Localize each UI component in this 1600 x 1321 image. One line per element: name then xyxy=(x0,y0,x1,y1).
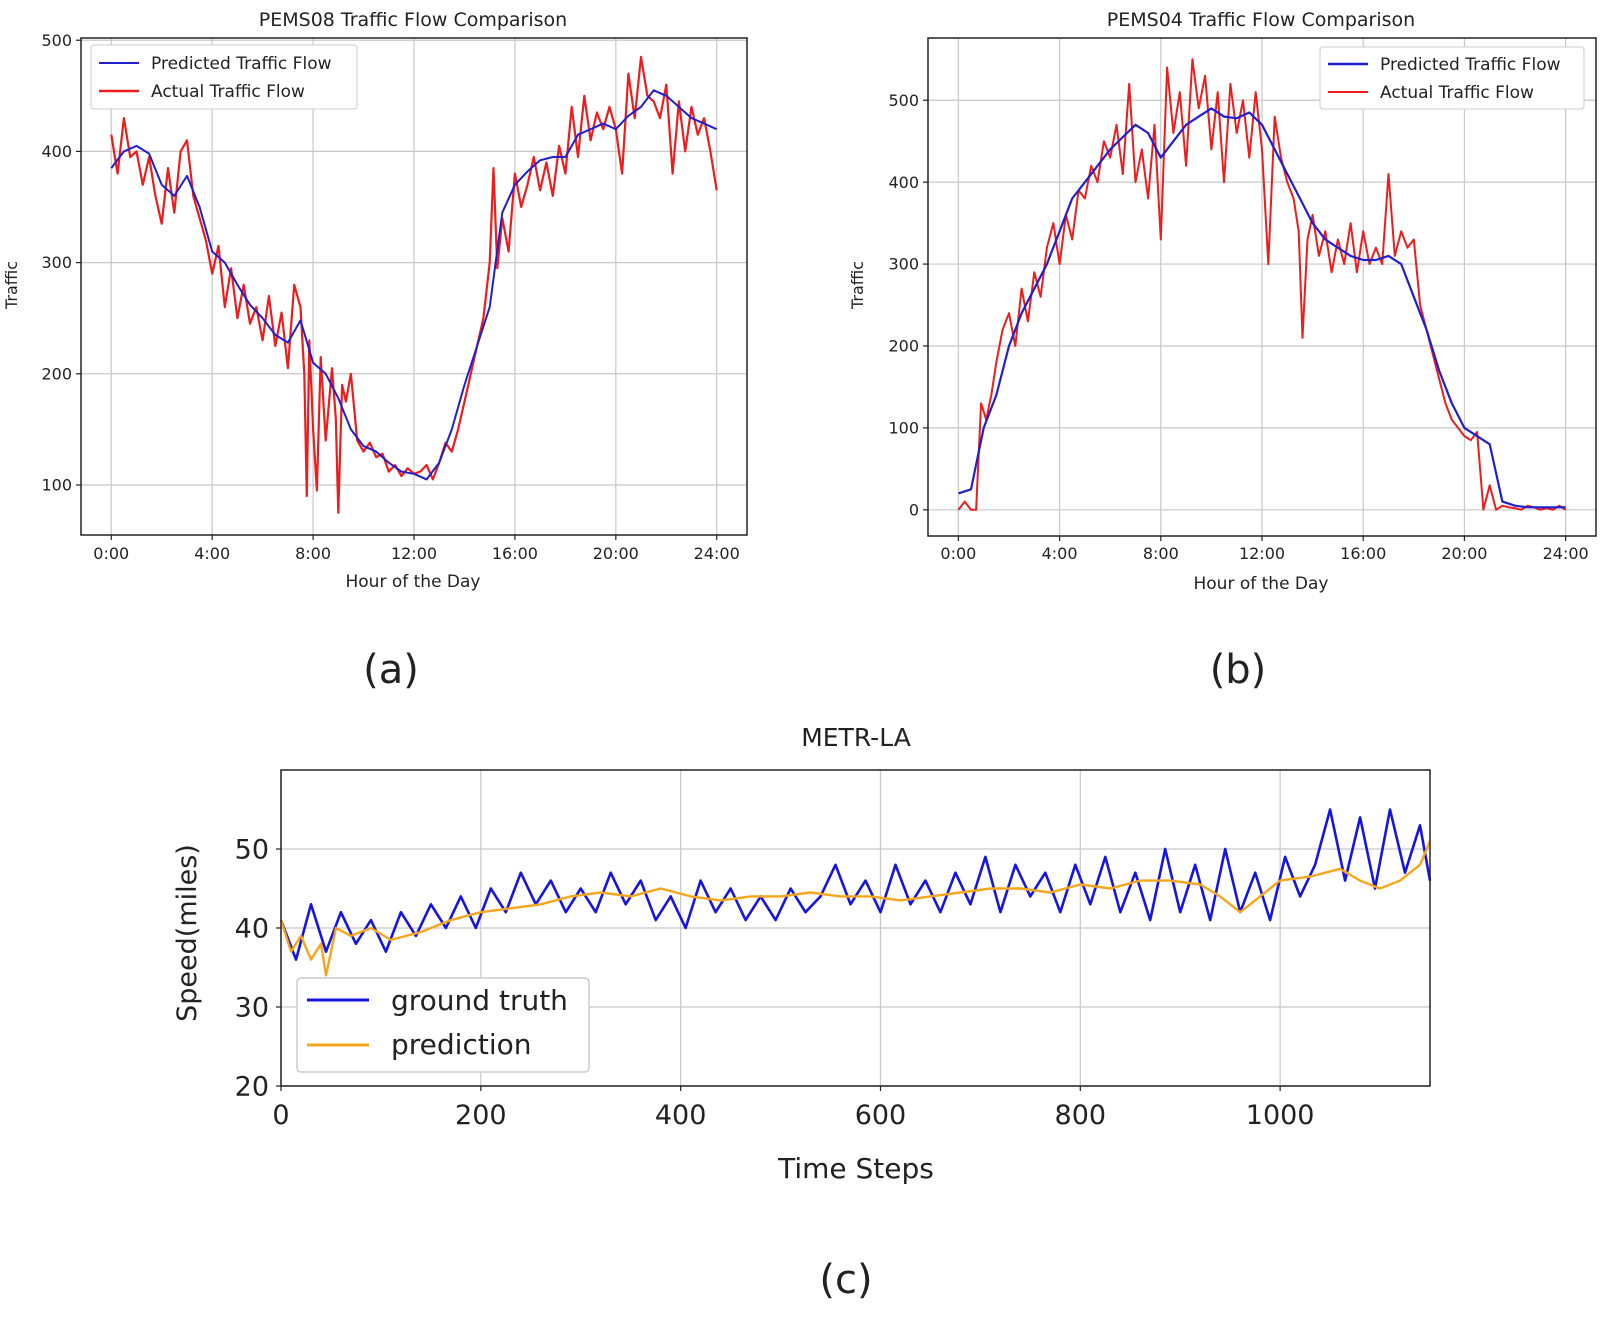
y-tick-label: 500 xyxy=(41,31,72,50)
legend: Predicted Traffic Flow Actual Traffic Fl… xyxy=(1319,46,1585,110)
y-axis-label: Traffic xyxy=(848,261,867,310)
y-tick-label: 30 xyxy=(235,992,269,1023)
x-tick-label: 200 xyxy=(455,1100,507,1131)
y-tick-label: 300 xyxy=(41,253,72,272)
x-tick-label: 1000 xyxy=(1246,1100,1315,1131)
series-lines xyxy=(110,55,718,514)
y-tick-label: 300 xyxy=(888,255,919,274)
legend: Predicted Traffic Flow Actual Traffic Fl… xyxy=(90,44,358,110)
x-tick-label: 400 xyxy=(655,1100,707,1131)
y-tick-label: 40 xyxy=(235,913,269,944)
panel-label-c: (c) xyxy=(819,1257,872,1303)
x-tick-label: 24:00 xyxy=(1543,544,1589,563)
x-tick-label: 0:00 xyxy=(940,544,976,563)
chart-pems08: PEMS08 Traffic Flow Comparison Traffic H… xyxy=(2,9,748,592)
x-tick-label: 4:00 xyxy=(1042,544,1078,563)
chart-title: PEMS04 Traffic Flow Comparison xyxy=(1107,9,1415,31)
legend-label-actual: Actual Traffic Flow xyxy=(1380,83,1534,103)
y-tick-label: 500 xyxy=(888,91,919,110)
legend-box xyxy=(90,44,358,110)
x-tick-label: 12:00 xyxy=(391,544,437,563)
y-axis-label: Speed(miles) xyxy=(172,844,203,1022)
legend-label-predicted: Predicted Traffic Flow xyxy=(1380,55,1561,75)
tick-labels: 0 200 400 600 800 1000 20 30 40 50 xyxy=(235,834,1315,1131)
y-tick-label: 200 xyxy=(41,364,72,383)
gridlines xyxy=(81,38,747,535)
series-line-actual-traffic-flow xyxy=(957,58,1567,511)
y-tick-label: 100 xyxy=(41,476,72,495)
legend-label-ground-truth: ground truth xyxy=(391,984,568,1017)
chart-pems04: PEMS04 Traffic Flow Comparison Traffic H… xyxy=(848,9,1597,594)
legend-box xyxy=(296,977,590,1073)
x-tick-label: 4:00 xyxy=(194,544,230,563)
x-tick-label: 16:00 xyxy=(1340,544,1386,563)
chart-title: PEMS08 Traffic Flow Comparison xyxy=(259,9,567,31)
x-tick-label: 800 xyxy=(1055,1100,1107,1131)
x-axis-label: Hour of the Day xyxy=(345,572,480,592)
legend-box xyxy=(1319,46,1585,110)
series-line-predicted-traffic-flow xyxy=(110,89,718,481)
y-tick-label: 200 xyxy=(888,337,919,356)
x-tick-label: 0 xyxy=(272,1100,289,1131)
x-axis-label: Time Steps xyxy=(777,1152,934,1185)
chart-title: METR-LA xyxy=(801,723,911,752)
y-tick-label: 400 xyxy=(41,142,72,161)
tick-labels: 0:00 4:00 8:00 12:00 16:00 20:00 24:00 100 200 30… xyxy=(41,31,739,563)
gridlines xyxy=(928,38,1596,536)
tick-labels: 0:00 4:00 8:00 12:00 16:00 20:00 24:00 0 100 200 3… xyxy=(888,91,1588,563)
series-line-actual-traffic-flow xyxy=(110,55,718,514)
series-line-ground-truth xyxy=(279,808,1432,961)
legend: ground truth prediction xyxy=(296,977,590,1073)
chart-metr-la: METR-LA Speed(miles) Time Steps 0 200 400 6… xyxy=(172,723,1432,1185)
y-tick-label: 100 xyxy=(888,418,919,437)
legend-label-actual: Actual Traffic Flow xyxy=(151,82,305,102)
series-line-prediction xyxy=(279,840,1432,977)
y-axis-label: Traffic xyxy=(2,261,21,310)
x-tick-label: 20:00 xyxy=(593,544,639,563)
panel-label-a: (a) xyxy=(363,647,419,693)
y-tick-label: 20 xyxy=(235,1071,269,1102)
series-lines xyxy=(957,58,1567,511)
y-tick-label: 0 xyxy=(909,500,919,519)
x-axis-label: Hour of the Day xyxy=(1193,574,1328,594)
legend-label-predicted: Predicted Traffic Flow xyxy=(151,54,332,74)
x-tick-label: 12:00 xyxy=(1239,544,1285,563)
y-tick-label: 50 xyxy=(235,834,269,865)
x-tick-label: 20:00 xyxy=(1441,544,1487,563)
legend-label-prediction: prediction xyxy=(391,1028,531,1061)
panel-label-b: (b) xyxy=(1210,647,1267,693)
x-tick-label: 8:00 xyxy=(1143,544,1179,563)
x-tick-label: 600 xyxy=(855,1100,907,1131)
x-tick-label: 24:00 xyxy=(694,544,740,563)
series-line-predicted-traffic-flow xyxy=(958,107,1566,509)
y-tick-label: 400 xyxy=(888,173,919,192)
x-tick-label: 16:00 xyxy=(492,544,538,563)
x-tick-label: 8:00 xyxy=(295,544,331,563)
series-lines xyxy=(279,808,1432,977)
x-tick-label: 0:00 xyxy=(93,544,129,563)
